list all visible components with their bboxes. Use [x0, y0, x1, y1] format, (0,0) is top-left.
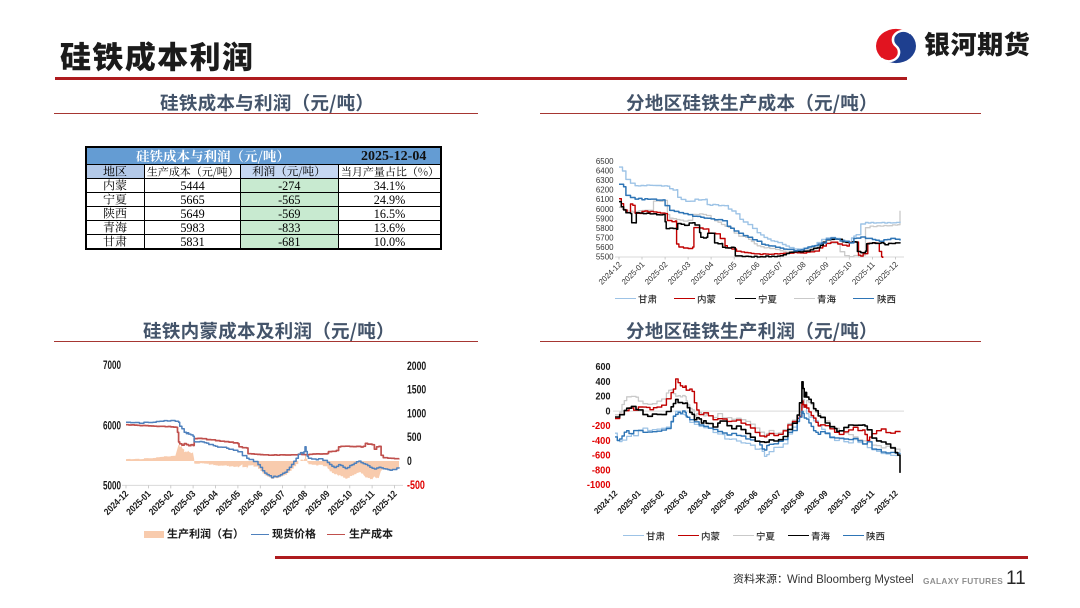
svg-text:2025-08: 2025-08	[779, 488, 807, 516]
svg-text:5900: 5900	[596, 214, 614, 223]
svg-text:2025-07: 2025-07	[755, 488, 783, 516]
svg-text:1000: 1000	[407, 409, 426, 421]
svg-text:6500: 6500	[596, 157, 614, 166]
svg-text:2025-09: 2025-09	[802, 488, 830, 516]
svg-text:2025-11: 2025-11	[849, 488, 877, 516]
svg-text:2025-02: 2025-02	[639, 488, 667, 516]
svg-text:5700: 5700	[596, 233, 614, 242]
svg-text:-1000: -1000	[587, 480, 611, 491]
svg-text:2025-03: 2025-03	[662, 488, 690, 516]
svg-text:2000: 2000	[407, 361, 426, 373]
svg-text:5600: 5600	[596, 243, 614, 252]
svg-text:6300: 6300	[596, 176, 614, 185]
svg-text:-200: -200	[592, 421, 611, 432]
svg-text:6400: 6400	[596, 167, 614, 176]
svg-text:2025-06: 2025-06	[732, 488, 760, 516]
svg-text:-800: -800	[592, 465, 611, 476]
svg-text:2024-12: 2024-12	[592, 488, 620, 516]
svg-text:5500: 5500	[596, 253, 614, 262]
svg-text:2025-01: 2025-01	[615, 488, 643, 516]
svg-text:0: 0	[606, 406, 611, 417]
svg-text:2025-12: 2025-12	[872, 488, 900, 516]
svg-text:6200: 6200	[596, 186, 614, 195]
svg-text:6100: 6100	[596, 195, 614, 204]
svg-text:400: 400	[596, 377, 611, 388]
svg-text:-500: -500	[407, 480, 425, 492]
svg-text:5000: 5000	[103, 480, 121, 492]
svg-text:-400: -400	[592, 436, 611, 447]
svg-text:0: 0	[407, 456, 412, 468]
svg-text:200: 200	[596, 392, 611, 403]
svg-text:6000: 6000	[596, 205, 614, 214]
svg-text:1500: 1500	[407, 385, 426, 397]
svg-text:-600: -600	[592, 451, 611, 462]
svg-text:2025-10: 2025-10	[825, 488, 853, 516]
svg-text:2025-04: 2025-04	[685, 488, 713, 516]
svg-text:5800: 5800	[596, 224, 614, 233]
svg-text:500: 500	[407, 432, 421, 444]
svg-text:6000: 6000	[103, 420, 121, 432]
svg-text:600: 600	[596, 362, 611, 373]
svg-text:2025-05: 2025-05	[709, 488, 737, 516]
svg-text:7000: 7000	[103, 360, 121, 372]
